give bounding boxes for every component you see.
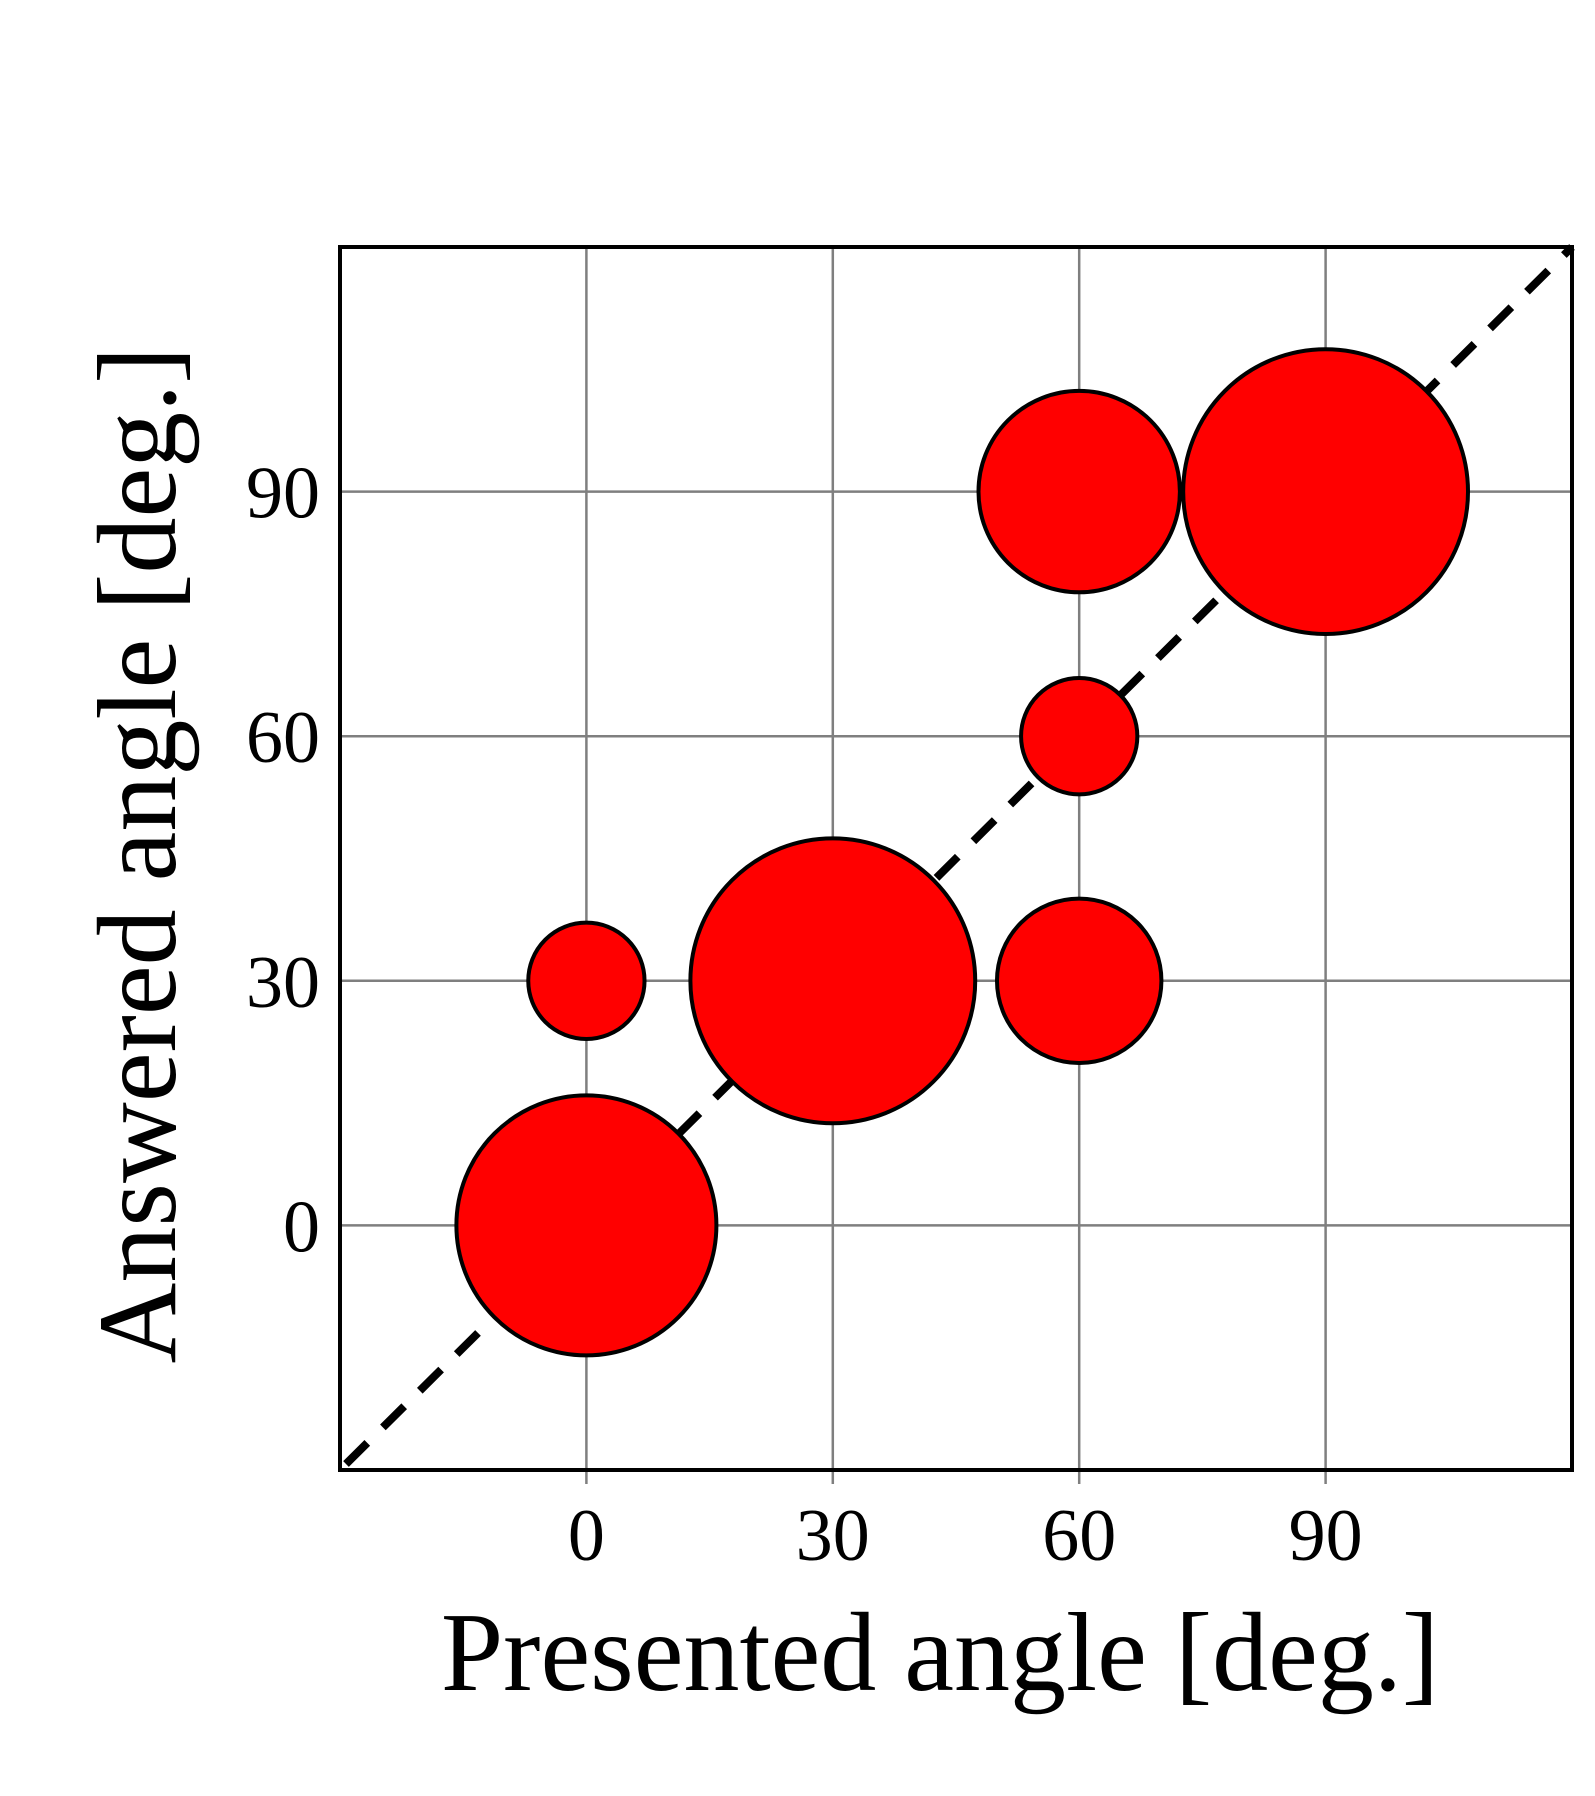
y-axis-title: Answered angle [deg.] [76, 347, 200, 1364]
bubble-point [1019, 676, 1140, 797]
bubble-series [454, 347, 1471, 1358]
y-tick-label: 0 [283, 1186, 320, 1268]
bubble-point [1181, 347, 1471, 637]
bubble-point [994, 896, 1164, 1066]
x-tick-label: 30 [796, 1495, 870, 1577]
x-tick-label: 90 [1289, 1495, 1363, 1577]
bubble-point [976, 388, 1182, 595]
x-tick-labels: 0 30 60 90 [568, 1495, 1363, 1577]
bubble-point [454, 1093, 719, 1358]
plot-frame [338, 245, 1574, 1472]
x-tick-label: 0 [568, 1495, 605, 1577]
bubble-point [688, 836, 978, 1126]
y-tick-label: 30 [246, 942, 320, 1024]
bubble-point [526, 920, 647, 1041]
x-tick-label: 60 [1042, 1495, 1116, 1577]
y-tick-label: 90 [246, 453, 320, 535]
y-tick-labels: 0 30 60 90 [246, 453, 320, 1269]
x-axis-title: Presented angle [deg.] [441, 1591, 1439, 1715]
y-tick-label: 60 [246, 697, 320, 779]
